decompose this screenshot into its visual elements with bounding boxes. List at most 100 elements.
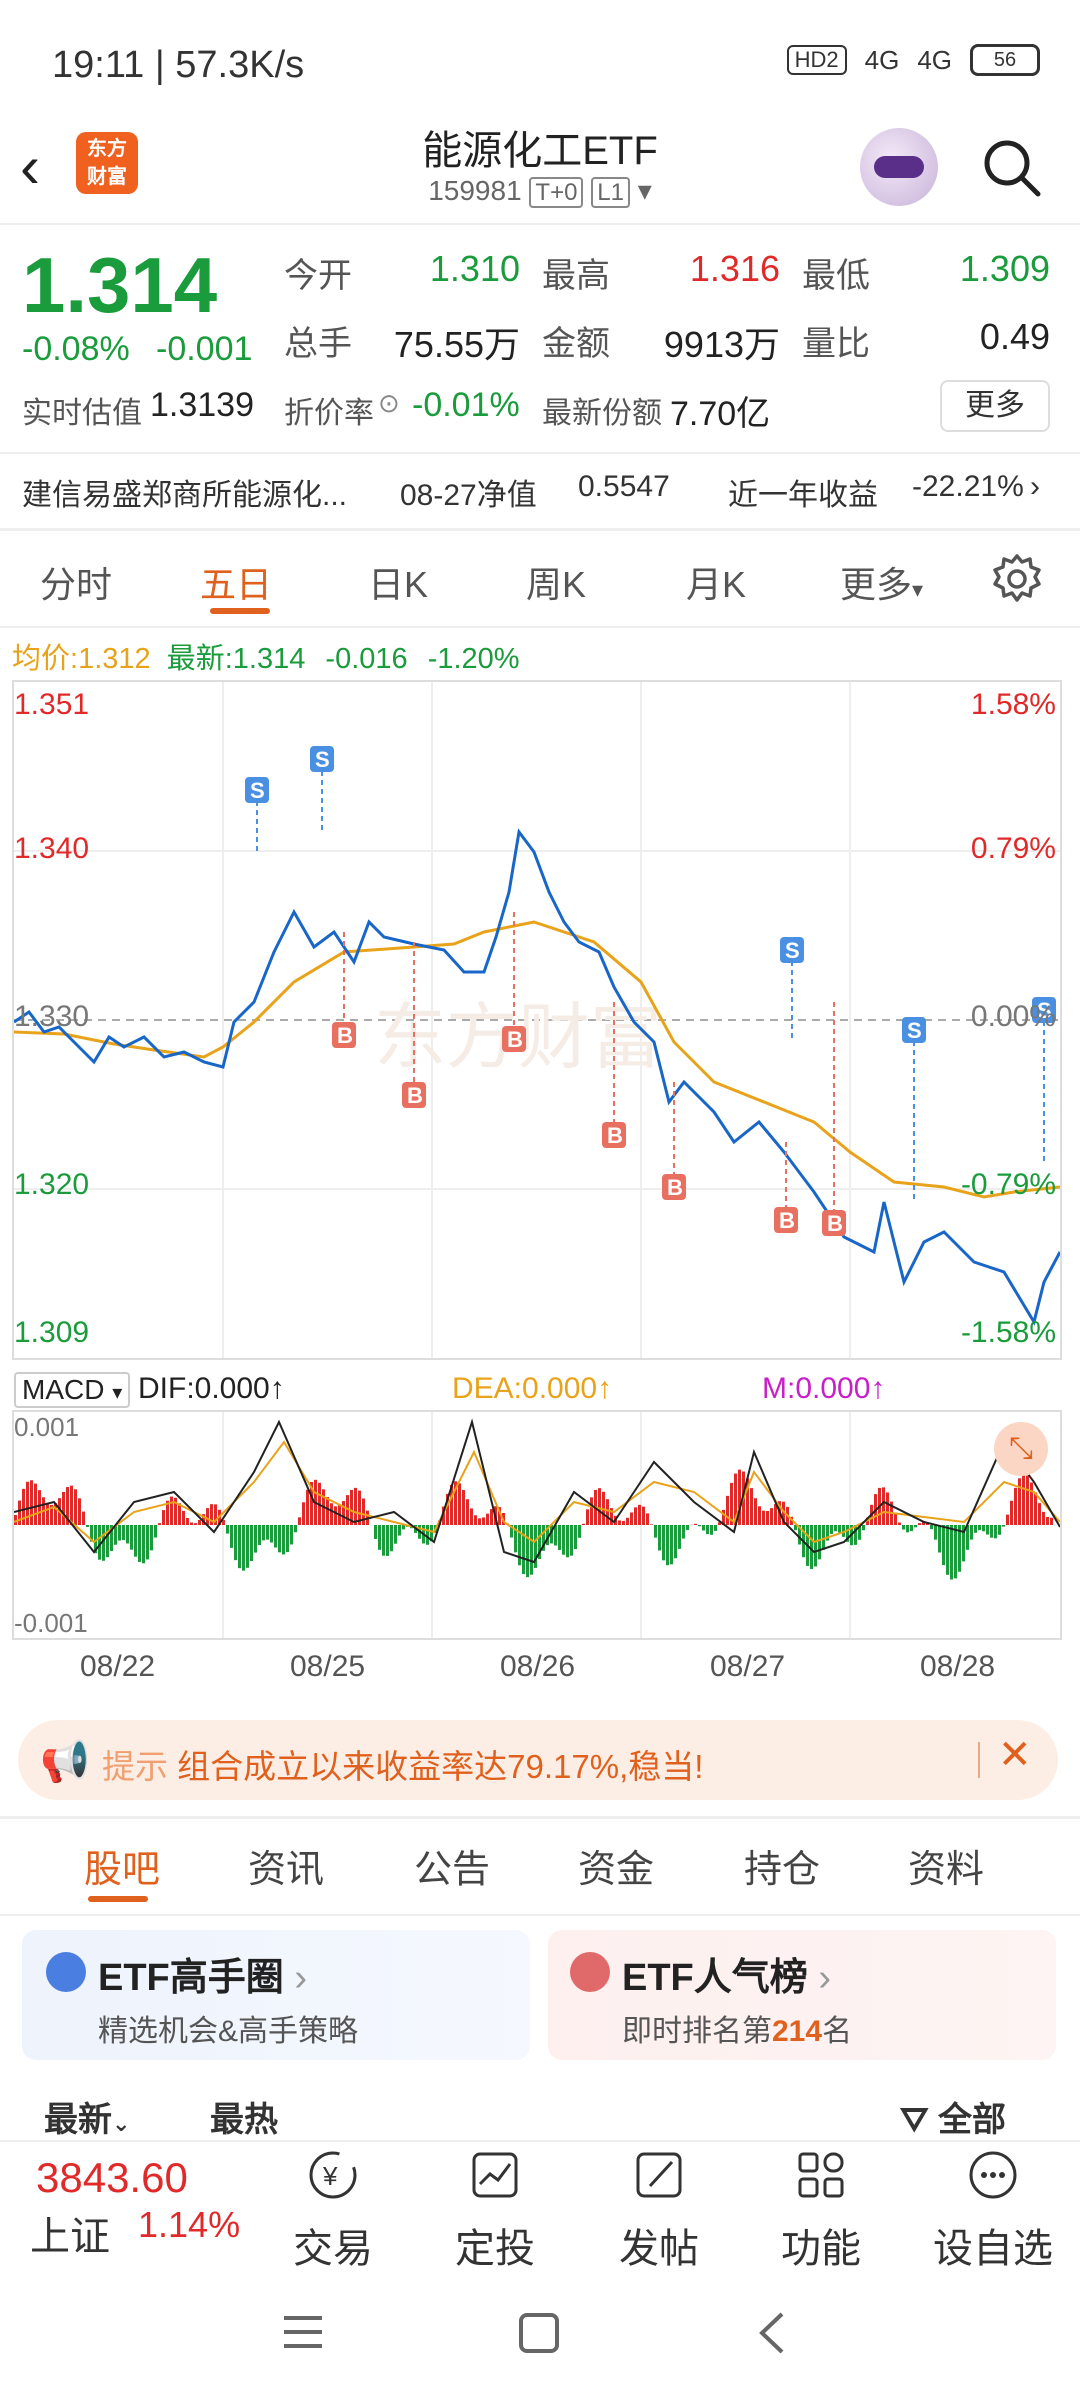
macd-bar bbox=[190, 1522, 193, 1525]
macd-bar bbox=[170, 1496, 173, 1525]
tab-holdings[interactable]: 持仓 bbox=[744, 1849, 821, 1891]
app-logo: 东方 财富 bbox=[76, 132, 138, 194]
avg-value: 1.312 bbox=[78, 643, 151, 675]
tab-funds[interactable]: 资金 bbox=[578, 1849, 655, 1891]
battery-icon: 56 bbox=[970, 44, 1040, 76]
add-watchlist-button[interactable]: 设自选 bbox=[918, 2148, 1068, 2274]
macd-bar bbox=[526, 1525, 529, 1578]
home-icon[interactable] bbox=[516, 2310, 562, 2356]
macd-bar bbox=[710, 1525, 713, 1535]
macd-bar bbox=[326, 1496, 329, 1525]
chevron-down-icon[interactable]: ▾ bbox=[637, 175, 652, 206]
macd-bar bbox=[14, 1515, 17, 1525]
macd-chart[interactable]: 0.001 -0.001 ⤡ bbox=[12, 1410, 1062, 1640]
tab-five-day[interactable]: 五日 bbox=[200, 564, 273, 605]
info-icon[interactable]: ⊙ bbox=[378, 388, 400, 418]
macd-bar bbox=[946, 1525, 949, 1575]
back-nav-icon[interactable] bbox=[752, 2308, 792, 2358]
triangle-down-icon: ▾ bbox=[912, 577, 924, 602]
menu-icon[interactable] bbox=[280, 2312, 326, 2354]
volume-value: 75.55万 bbox=[393, 324, 520, 365]
macd-bar bbox=[642, 1506, 645, 1525]
indicator-label: MACD bbox=[22, 1374, 105, 1405]
macd-svg bbox=[13, 1412, 1061, 1638]
tab-daily-k[interactable]: 日K bbox=[368, 564, 429, 605]
tab-forum[interactable]: 股吧 bbox=[84, 1849, 161, 1891]
chevron-right-icon: › bbox=[818, 1957, 831, 1999]
macd-bar bbox=[862, 1525, 865, 1531]
macd-bar bbox=[990, 1525, 993, 1538]
tab-announcements[interactable]: 公告 bbox=[414, 1849, 491, 1891]
etf-popularity-card[interactable]: ETF人气榜 › 即时排名第214名 bbox=[548, 1930, 1056, 2060]
macd-bar bbox=[650, 1524, 653, 1525]
more-button[interactable]: 更多 bbox=[940, 380, 1050, 432]
notice-banner[interactable]: 📢 提示 组合成立以来收益率达79.17%,稳当! ✕ bbox=[18, 1720, 1058, 1800]
macd-bar bbox=[110, 1525, 113, 1552]
indicator-select[interactable]: MACD ▾ bbox=[14, 1372, 131, 1408]
macd-bar bbox=[86, 1525, 89, 1527]
macd-bar bbox=[726, 1495, 729, 1525]
latest-label: 最新: bbox=[166, 643, 233, 675]
chevron-right-icon[interactable]: › bbox=[1030, 470, 1040, 503]
macd-bar bbox=[570, 1525, 573, 1556]
post-button[interactable]: 发帖 bbox=[594, 2148, 724, 2274]
macd-bar bbox=[834, 1525, 837, 1532]
macd-bar bbox=[250, 1525, 253, 1562]
tab-profile[interactable]: 资料 bbox=[908, 1849, 985, 1891]
macd-bar bbox=[902, 1525, 905, 1530]
macd-bar bbox=[882, 1487, 885, 1525]
fund-name[interactable]: 建信易盛郑商所能源化... bbox=[22, 479, 348, 512]
macd-bar bbox=[942, 1525, 945, 1566]
macd-bar bbox=[630, 1512, 633, 1525]
tab-more[interactable]: 更多▾ bbox=[840, 556, 923, 608]
divider bbox=[0, 1816, 1080, 1819]
back-icon[interactable]: ‹ bbox=[20, 133, 40, 200]
macd-bar bbox=[826, 1525, 829, 1541]
sort-latest[interactable]: 最新⌄ bbox=[44, 2092, 130, 2141]
macd-bar bbox=[546, 1525, 549, 1546]
filter-all[interactable]: ⛛ 全部 bbox=[900, 2092, 1006, 2141]
volume-label: 总手 bbox=[284, 325, 352, 363]
macd-bar bbox=[782, 1501, 785, 1525]
functions-button[interactable]: 功能 bbox=[756, 2148, 886, 2274]
svg-text:B: B bbox=[507, 1027, 523, 1052]
macd-bar bbox=[682, 1525, 685, 1539]
shares-label: 最新份额 bbox=[542, 397, 662, 430]
tab-intraday[interactable]: 分时 bbox=[40, 564, 113, 605]
latest-pct: -1.20% bbox=[427, 643, 520, 675]
estimate-value: 1.3139 bbox=[150, 386, 254, 424]
high-value: 1.316 bbox=[689, 248, 780, 289]
tab-weekly-k[interactable]: 周K bbox=[526, 564, 587, 605]
macd-bar bbox=[1042, 1511, 1045, 1525]
macd-bar bbox=[522, 1525, 525, 1575]
search-icon[interactable] bbox=[980, 136, 1044, 200]
macd-bar bbox=[950, 1525, 953, 1580]
trade-button[interactable]: ¥ 交易 bbox=[268, 2148, 398, 2274]
macd-bar bbox=[854, 1525, 857, 1545]
y-right-2: 0.79% bbox=[970, 832, 1056, 865]
macd-bar bbox=[846, 1525, 849, 1542]
close-icon[interactable]: ✕ bbox=[998, 1733, 1032, 1777]
tab-news[interactable]: 资讯 bbox=[248, 1849, 325, 1891]
invest-plan-button[interactable]: 定投 bbox=[430, 2148, 560, 2274]
macd-bar bbox=[994, 1525, 997, 1539]
gear-icon[interactable] bbox=[990, 552, 1044, 606]
etf-expert-card[interactable]: ETF高手圈 › 精选机会&高手策略 bbox=[22, 1930, 530, 2060]
macd-bar bbox=[586, 1509, 589, 1525]
macd-bar bbox=[486, 1513, 489, 1525]
card-title: ETF高手圈 › bbox=[98, 1946, 307, 2001]
macd-bar bbox=[82, 1511, 85, 1525]
svg-text:B: B bbox=[827, 1211, 843, 1236]
card-title-text: ETF人气榜 bbox=[622, 1957, 808, 1999]
tab-monthly-k[interactable]: 月K bbox=[686, 564, 747, 605]
expand-icon[interactable]: ⤡ bbox=[994, 1422, 1048, 1476]
macd-bar bbox=[962, 1525, 965, 1562]
macd-bar bbox=[558, 1525, 561, 1551]
svg-text:S: S bbox=[250, 778, 265, 803]
macd-bar bbox=[350, 1489, 353, 1525]
robot-avatar[interactable] bbox=[860, 128, 938, 206]
sort-hot[interactable]: 最热 bbox=[210, 2101, 278, 2139]
index-value[interactable]: 3843.60 bbox=[36, 2154, 188, 2201]
macd-bar bbox=[186, 1518, 189, 1525]
